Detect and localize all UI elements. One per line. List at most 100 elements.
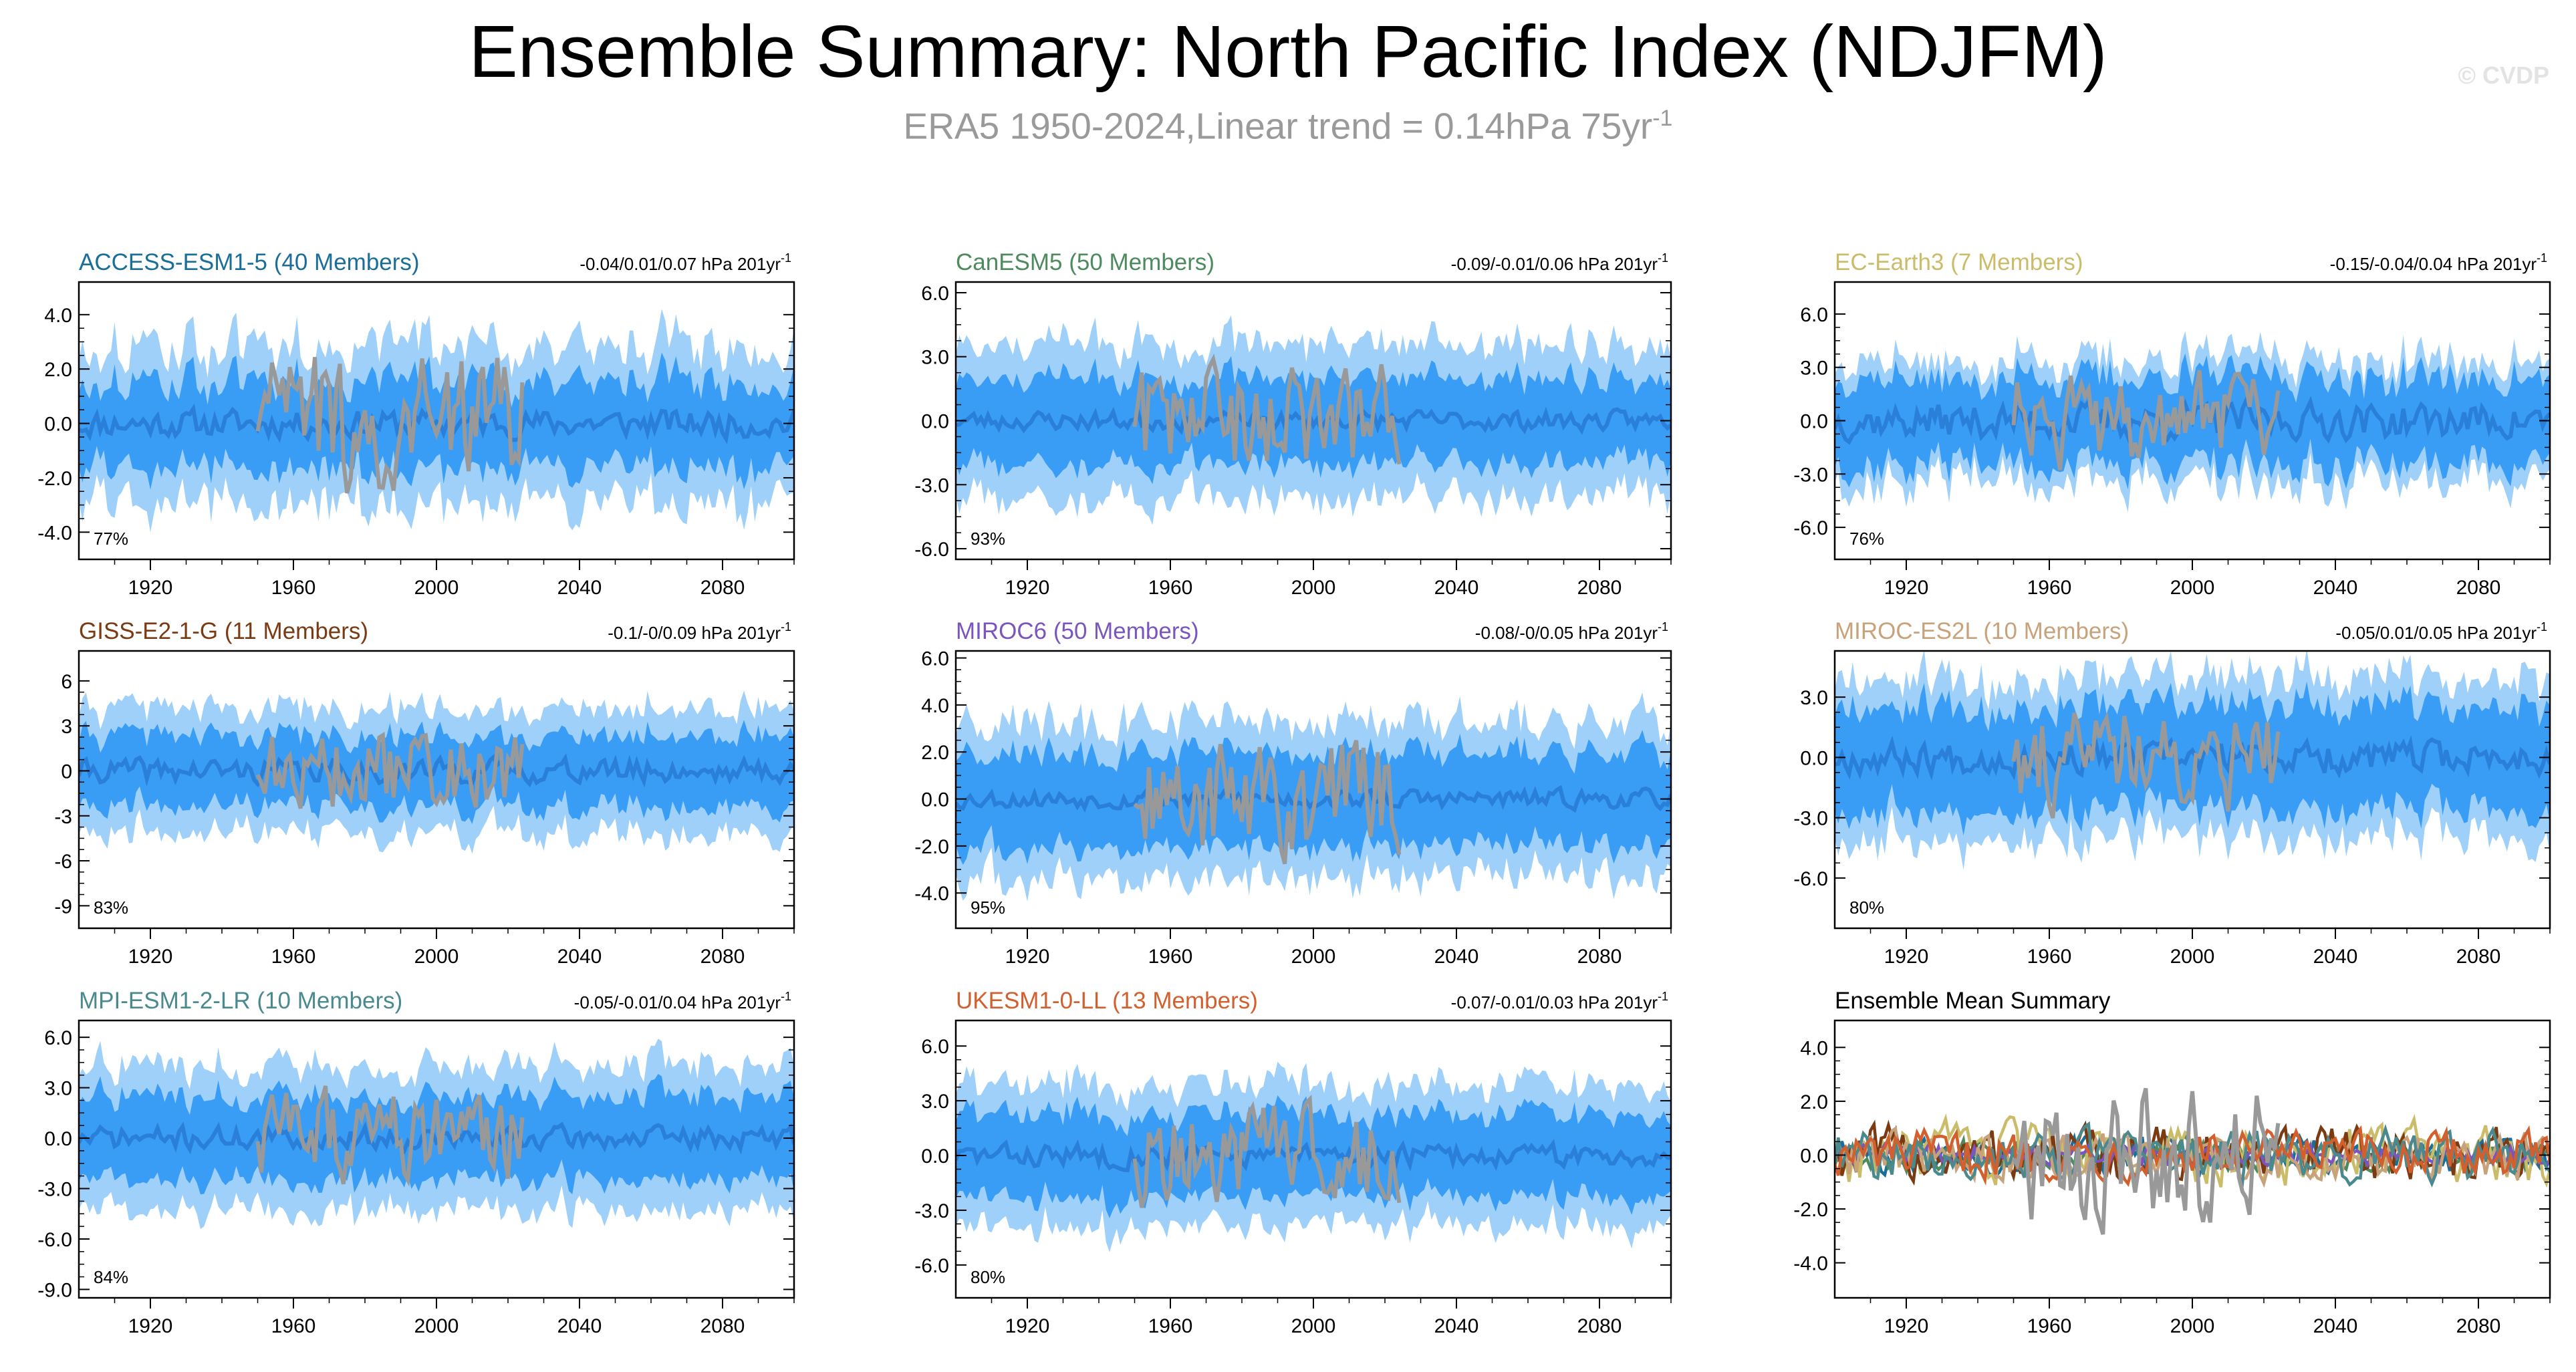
chart-panel: GISS-E2-1-G (11 Members) -0.1/-0/0.09 hPa… <box>54 618 795 968</box>
y-tick-label: -3.0 <box>914 474 949 497</box>
y-tick-label: 4.0 <box>921 695 949 717</box>
panel-trend-label: -0.05/-0.01/0.04 hPa 201yr-1 <box>574 990 791 1012</box>
y-tick-label: 3.0 <box>1800 687 1828 709</box>
y-tick-label: -9.0 <box>37 1279 72 1301</box>
ensemble-mean-line <box>956 406 1671 436</box>
y-tick-label: 6 <box>61 671 72 693</box>
x-tick-label: 2080 <box>2456 577 2501 599</box>
panel-title: ACCESS-ESM1-5 (40 Members) <box>79 249 420 275</box>
observations-line <box>1133 740 1402 865</box>
observations-line <box>2011 712 2281 819</box>
y-tick-label: 3.0 <box>44 1078 72 1100</box>
chart-panel: UKESM1-0-LL (13 Members) -0.07/-0.01/0.03… <box>914 988 1672 1337</box>
x-tick-label: 1920 <box>1884 946 1929 968</box>
series-line <box>1835 1121 2550 1189</box>
panel-percentage: 80% <box>1849 898 1884 918</box>
ensemble-mean-line <box>1835 735 2550 781</box>
x-tick-label: 2000 <box>414 1315 459 1337</box>
x-tick-label: 2080 <box>2456 1315 2501 1337</box>
x-tick-label: 2080 <box>700 946 745 968</box>
copyright-watermark: © CVDP <box>2458 61 2549 89</box>
y-tick-label: 0.0 <box>44 414 72 436</box>
y-tick-label: -4.0 <box>1793 1253 1828 1275</box>
x-tick-label: 2080 <box>2456 946 2501 968</box>
inner-spread-band <box>79 1074 794 1195</box>
x-tick-label: 2040 <box>2313 946 2358 968</box>
ensemble-mean-line <box>79 1121 794 1155</box>
x-tick-label: 1960 <box>1148 1315 1193 1337</box>
y-tick-label: 0.0 <box>1800 411 1828 433</box>
chart-panel: EC-Earth3 (7 Members) -0.15/-0.04/0.04 hP… <box>1793 249 2551 599</box>
observations-line <box>255 357 525 494</box>
x-tick-label: 2000 <box>2170 1315 2215 1337</box>
y-tick-label: 0.0 <box>1800 747 1828 769</box>
panel-trend-label: -0.09/-0.01/0.06 hPa 201yr-1 <box>1451 251 1668 274</box>
chart-panel: Ensemble Mean Summary -4.0 -2.0 0.0 2.0 4.0 19… <box>1793 988 2551 1337</box>
ensemble-mean-line <box>79 403 794 444</box>
y-tick-label: 6.0 <box>1800 304 1828 326</box>
panel-percentage: 83% <box>94 898 128 918</box>
y-tick-label: 6.0 <box>921 648 949 670</box>
panel-title: MIROC-ES2L (10 Members) <box>1835 618 2129 644</box>
panel-percentage: 95% <box>971 898 1005 918</box>
plot-area <box>956 315 1671 525</box>
observations-line <box>255 732 525 809</box>
x-tick-label: 2040 <box>557 1315 602 1337</box>
observations-line <box>2011 1087 2281 1235</box>
panel-trend-label: -0.07/-0.01/0.03 hPa 201yr-1 <box>1451 990 1668 1012</box>
series-line <box>1835 1125 2550 1188</box>
x-tick-label: 2000 <box>414 946 459 968</box>
plot-area <box>956 692 1671 902</box>
panel-trend-label: -0.15/-0.04/0.04 hPa 201yr-1 <box>2330 251 2547 274</box>
x-tick-label: 2000 <box>1291 946 1336 968</box>
panel-title: UKESM1-0-LL (13 Members) <box>956 988 1258 1014</box>
ensemble-mean-line <box>79 753 794 788</box>
y-tick-label: -2.0 <box>1793 1199 1828 1221</box>
panel-percentage: 80% <box>971 1267 1005 1287</box>
x-tick-label: 2080 <box>700 577 745 599</box>
y-tick-label: 3.0 <box>921 347 949 369</box>
plot-area <box>1835 1087 2550 1235</box>
x-tick-label: 1920 <box>128 946 173 968</box>
panel-percentage: 93% <box>971 529 1005 549</box>
x-tick-label: 2040 <box>2313 577 2358 599</box>
y-tick-label: 0 <box>61 761 72 783</box>
panel-percentage: 76% <box>1849 529 1884 549</box>
y-tick-label: -3.0 <box>914 1200 949 1222</box>
x-tick-label: 2080 <box>1577 1315 1622 1337</box>
x-tick-label: 1960 <box>2027 946 2072 968</box>
y-tick-label: 3.0 <box>921 1091 949 1113</box>
plot-area <box>1835 331 2550 513</box>
y-tick-label: -4.0 <box>37 522 72 544</box>
x-tick-label: 1920 <box>1884 1315 1929 1337</box>
panel-percentage: 84% <box>94 1267 128 1287</box>
series-line <box>1835 1125 2550 1187</box>
x-tick-label: 2000 <box>414 577 459 599</box>
observations-line <box>1132 1095 1402 1208</box>
panel-title: EC-Earth3 (7 Members) <box>1835 249 2083 275</box>
subtitle-unit-exponent: -1 <box>1652 106 1673 131</box>
x-tick-label: 1920 <box>1005 1315 1050 1337</box>
x-tick-label: 2040 <box>557 946 602 968</box>
y-tick-label: 6.0 <box>44 1027 72 1049</box>
y-tick-label: 2.0 <box>1800 1091 1828 1113</box>
y-tick-label: 0.0 <box>921 1145 949 1168</box>
x-tick-label: 1960 <box>271 1315 316 1337</box>
panel-title: GISS-E2-1-G (11 Members) <box>79 618 368 644</box>
x-tick-label: 2040 <box>1434 1315 1479 1337</box>
x-tick-label: 2040 <box>2313 1315 2358 1337</box>
plot-area <box>79 690 794 854</box>
y-tick-label: -2.0 <box>37 468 72 490</box>
inner-spread-band <box>956 730 1671 865</box>
chart-panel: MIROC-ES2L (10 Members) -0.05/0.01/0.05 h… <box>1793 618 2551 968</box>
panel-title: MIROC6 (50 Members) <box>956 618 1199 644</box>
y-tick-label: 2.0 <box>921 742 949 764</box>
x-tick-label: 2000 <box>2170 946 2215 968</box>
subtitle-text: ERA5 1950-2024,Linear trend = 0.14hPa 75… <box>903 105 1653 147</box>
panel-trend-label: -0.08/-0/0.05 hPa 201yr-1 <box>1475 620 1668 643</box>
y-tick-label: 6.0 <box>921 1036 949 1058</box>
y-tick-label: 3 <box>61 716 72 738</box>
x-tick-label: 2000 <box>1291 1315 1336 1337</box>
y-tick-label: -9 <box>54 896 72 918</box>
panel-trend-label: -0.05/0.01/0.05 hPa 201yr-1 <box>2335 620 2547 643</box>
